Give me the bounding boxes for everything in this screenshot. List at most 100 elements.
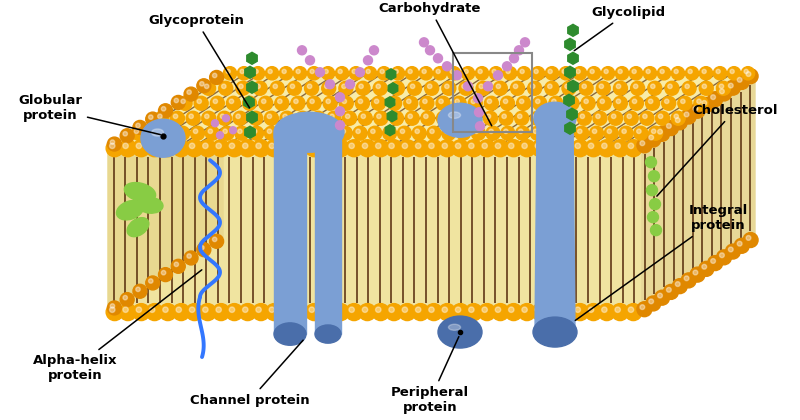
Circle shape [503, 67, 517, 80]
Circle shape [455, 307, 461, 312]
Circle shape [476, 81, 490, 95]
Polygon shape [565, 66, 575, 78]
Circle shape [492, 140, 509, 157]
Circle shape [305, 81, 318, 95]
Circle shape [424, 114, 428, 118]
Circle shape [197, 99, 202, 104]
Circle shape [226, 96, 240, 110]
Circle shape [194, 129, 198, 134]
Circle shape [438, 304, 456, 320]
Circle shape [282, 307, 288, 312]
Circle shape [269, 307, 274, 312]
Circle shape [420, 96, 434, 110]
Circle shape [607, 129, 611, 134]
Circle shape [205, 114, 209, 118]
Circle shape [186, 304, 203, 320]
Circle shape [434, 67, 446, 80]
Circle shape [575, 143, 581, 149]
Circle shape [602, 143, 607, 149]
Circle shape [341, 129, 346, 134]
Circle shape [562, 111, 576, 125]
Circle shape [242, 143, 248, 149]
Circle shape [275, 96, 289, 110]
Circle shape [622, 129, 626, 134]
Circle shape [648, 81, 662, 95]
Circle shape [666, 287, 671, 292]
Circle shape [549, 114, 554, 118]
Circle shape [309, 126, 322, 140]
Circle shape [146, 304, 163, 320]
Circle shape [637, 138, 652, 153]
Circle shape [562, 129, 567, 134]
Circle shape [734, 74, 750, 89]
Circle shape [155, 111, 169, 125]
Circle shape [658, 129, 662, 134]
Circle shape [176, 307, 182, 312]
Circle shape [611, 304, 629, 320]
Circle shape [123, 307, 128, 312]
Circle shape [296, 143, 301, 149]
Circle shape [534, 69, 538, 73]
Circle shape [189, 114, 194, 118]
Circle shape [355, 96, 370, 110]
Circle shape [632, 69, 636, 73]
Circle shape [533, 96, 546, 110]
Polygon shape [640, 73, 755, 312]
Circle shape [609, 111, 622, 125]
Circle shape [213, 99, 218, 104]
Circle shape [342, 84, 346, 89]
Circle shape [648, 99, 653, 104]
Circle shape [668, 84, 672, 89]
Circle shape [453, 71, 462, 80]
Circle shape [708, 92, 722, 107]
Circle shape [510, 81, 525, 95]
Circle shape [240, 69, 244, 73]
Circle shape [746, 72, 751, 76]
Circle shape [702, 100, 706, 105]
Circle shape [326, 80, 334, 89]
Circle shape [632, 99, 637, 104]
Circle shape [528, 81, 542, 95]
Circle shape [358, 111, 372, 125]
Circle shape [158, 114, 162, 118]
Circle shape [590, 69, 594, 73]
Circle shape [519, 99, 524, 104]
Circle shape [494, 71, 502, 80]
Circle shape [650, 225, 662, 236]
Circle shape [646, 96, 659, 110]
Circle shape [349, 143, 354, 149]
Circle shape [463, 82, 473, 91]
Circle shape [371, 96, 386, 110]
Text: Peripheral
protein: Peripheral protein [391, 336, 469, 414]
Circle shape [520, 69, 524, 73]
Circle shape [322, 67, 334, 80]
Circle shape [279, 304, 296, 320]
Circle shape [238, 84, 243, 89]
Circle shape [230, 143, 234, 149]
Circle shape [338, 69, 342, 73]
Circle shape [674, 114, 678, 118]
Circle shape [534, 129, 538, 134]
Circle shape [628, 143, 634, 149]
Circle shape [532, 304, 549, 320]
Circle shape [279, 140, 296, 157]
Circle shape [306, 140, 322, 157]
Circle shape [578, 111, 591, 125]
Circle shape [469, 143, 474, 149]
Circle shape [298, 46, 306, 55]
Circle shape [535, 143, 541, 149]
Circle shape [710, 95, 715, 100]
Circle shape [171, 259, 186, 273]
Circle shape [149, 129, 154, 134]
Circle shape [322, 307, 328, 312]
Circle shape [672, 115, 687, 130]
Polygon shape [568, 80, 578, 92]
Circle shape [199, 304, 216, 320]
Circle shape [462, 84, 466, 89]
Circle shape [438, 140, 456, 157]
Circle shape [136, 287, 140, 291]
Circle shape [682, 81, 696, 95]
Circle shape [518, 114, 522, 118]
Circle shape [429, 307, 434, 312]
Circle shape [355, 68, 365, 77]
